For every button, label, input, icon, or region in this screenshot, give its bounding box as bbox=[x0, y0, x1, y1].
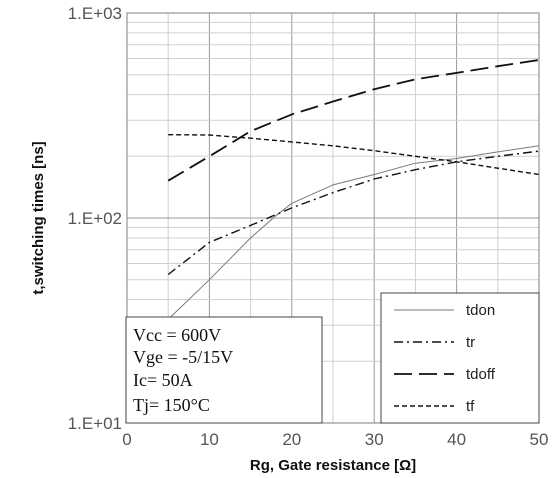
x-tick-label: 20 bbox=[282, 430, 301, 449]
condition-tj: Tj= 150°C bbox=[133, 395, 210, 415]
y-tick-label: 1.E+01 bbox=[68, 414, 122, 433]
legend-frame bbox=[380, 292, 540, 424]
y-tick-label: 1.E+02 bbox=[68, 209, 122, 228]
x-tick-label: 0 bbox=[122, 430, 131, 449]
y-axis-label: t,switching times [ns] bbox=[30, 141, 47, 294]
legend-label-tdon: tdon bbox=[466, 302, 495, 319]
y-tick-labels: 1.E+01 1.E+02 1.E+03 bbox=[68, 4, 122, 433]
series-line-tr bbox=[167, 150, 540, 276]
x-tick-label: 10 bbox=[200, 430, 219, 449]
x-tick-label: 50 bbox=[530, 430, 549, 449]
x-axis-label: Rg, Gate resistance [Ω] bbox=[250, 457, 416, 474]
series-lines bbox=[167, 59, 540, 320]
series-line-tdon bbox=[167, 145, 540, 320]
grid bbox=[127, 13, 539, 423]
condition-vge: Vge = -5/15V bbox=[133, 347, 233, 367]
plot-frame bbox=[126, 12, 540, 424]
y-tick-label: 1.E+03 bbox=[68, 4, 122, 23]
legend-items: tdon tr tdoff tf bbox=[394, 302, 496, 415]
condition-ic: Ic= 50A bbox=[133, 370, 193, 390]
x-tick-label: 30 bbox=[365, 430, 384, 449]
x-tick-labels: 0 10 20 30 40 50 bbox=[122, 430, 548, 449]
legend-label-tf: tf bbox=[466, 398, 475, 415]
x-tick-label: 40 bbox=[447, 430, 466, 449]
series-line-tdoff bbox=[167, 59, 540, 182]
series-line-tf bbox=[168, 134, 540, 176]
legend-label-tr: tr bbox=[466, 334, 475, 351]
legend: tdon tr tdoff tf bbox=[380, 292, 540, 424]
conditions-box: Vcc = 600V Vge = -5/15V Ic= 50A Tj= 150°… bbox=[125, 316, 323, 424]
legend-label-tdoff: tdoff bbox=[466, 366, 496, 383]
condition-vcc: Vcc = 600V bbox=[133, 325, 221, 345]
conditions-frame bbox=[125, 316, 323, 424]
